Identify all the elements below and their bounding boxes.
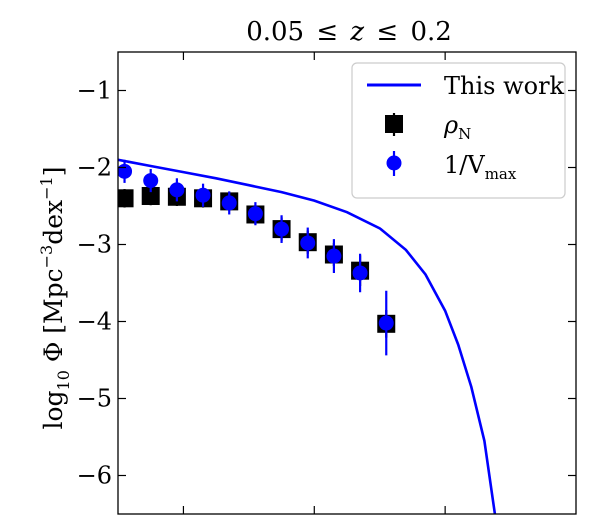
vmax-point bbox=[195, 183, 211, 207]
y-axis-ticks: −6 −5 −4 −3 −2 −1 bbox=[77, 77, 576, 490]
legend-circle-marker bbox=[386, 155, 402, 171]
vmax-marker bbox=[118, 163, 133, 179]
model-line bbox=[118, 158, 497, 514]
vmax-marker bbox=[378, 315, 394, 331]
legend: This work ρN 1/Vmax bbox=[351, 62, 566, 199]
vmax-marker bbox=[274, 221, 290, 237]
vmax-point bbox=[143, 169, 159, 193]
vmax-marker bbox=[169, 182, 185, 198]
vmax-marker bbox=[221, 195, 237, 211]
vmax-point bbox=[352, 253, 368, 293]
vmax-point bbox=[169, 178, 185, 202]
rho-marker bbox=[141, 186, 160, 205]
y-tick-label: −4 bbox=[77, 308, 112, 336]
rho-point bbox=[118, 189, 134, 208]
vmax-point bbox=[326, 239, 342, 273]
vmax-point bbox=[247, 202, 263, 226]
vmax-marker bbox=[352, 265, 368, 281]
y-tick-label: −5 bbox=[77, 385, 112, 413]
y-tick-label: −3 bbox=[77, 231, 112, 259]
svg-text:log10 Φ [Mpc−3dex−1]: log10 Φ [Mpc−3dex−1] bbox=[37, 166, 73, 429]
vmax-point bbox=[300, 227, 316, 259]
plot-frame bbox=[117, 51, 577, 515]
rho-marker bbox=[118, 189, 134, 208]
chart-title: 0.05 ≤ z ≤ 0.2 bbox=[246, 17, 452, 47]
legend-label-model: This work bbox=[444, 72, 565, 100]
plot-area bbox=[118, 158, 497, 514]
vmax-marker bbox=[195, 187, 211, 203]
vmax-marker bbox=[143, 173, 159, 189]
vmax-marker bbox=[300, 235, 316, 251]
vmax-marker bbox=[326, 248, 342, 264]
x-axis-ticks bbox=[182, 52, 446, 514]
legend-box bbox=[351, 62, 566, 199]
y-tick-label: −2 bbox=[77, 154, 112, 182]
vmax-point bbox=[378, 290, 394, 356]
vmax-marker bbox=[247, 206, 263, 222]
y-axis-label: log10 Φ [Mpc−3dex−1] bbox=[37, 166, 73, 429]
vmax-point bbox=[221, 191, 237, 215]
legend-square-marker bbox=[385, 115, 403, 133]
vmax-point bbox=[274, 215, 290, 243]
y-tick-label: −6 bbox=[77, 462, 112, 490]
legend-label-rho: ρN bbox=[443, 111, 471, 143]
legend-label-vmax: 1/Vmax bbox=[444, 151, 517, 183]
svg-text:0.05 ≤ z ≤: 0.05 ≤ z ≤ 0.2 bbox=[246, 17, 452, 47]
y-tick-label: −1 bbox=[77, 77, 112, 105]
